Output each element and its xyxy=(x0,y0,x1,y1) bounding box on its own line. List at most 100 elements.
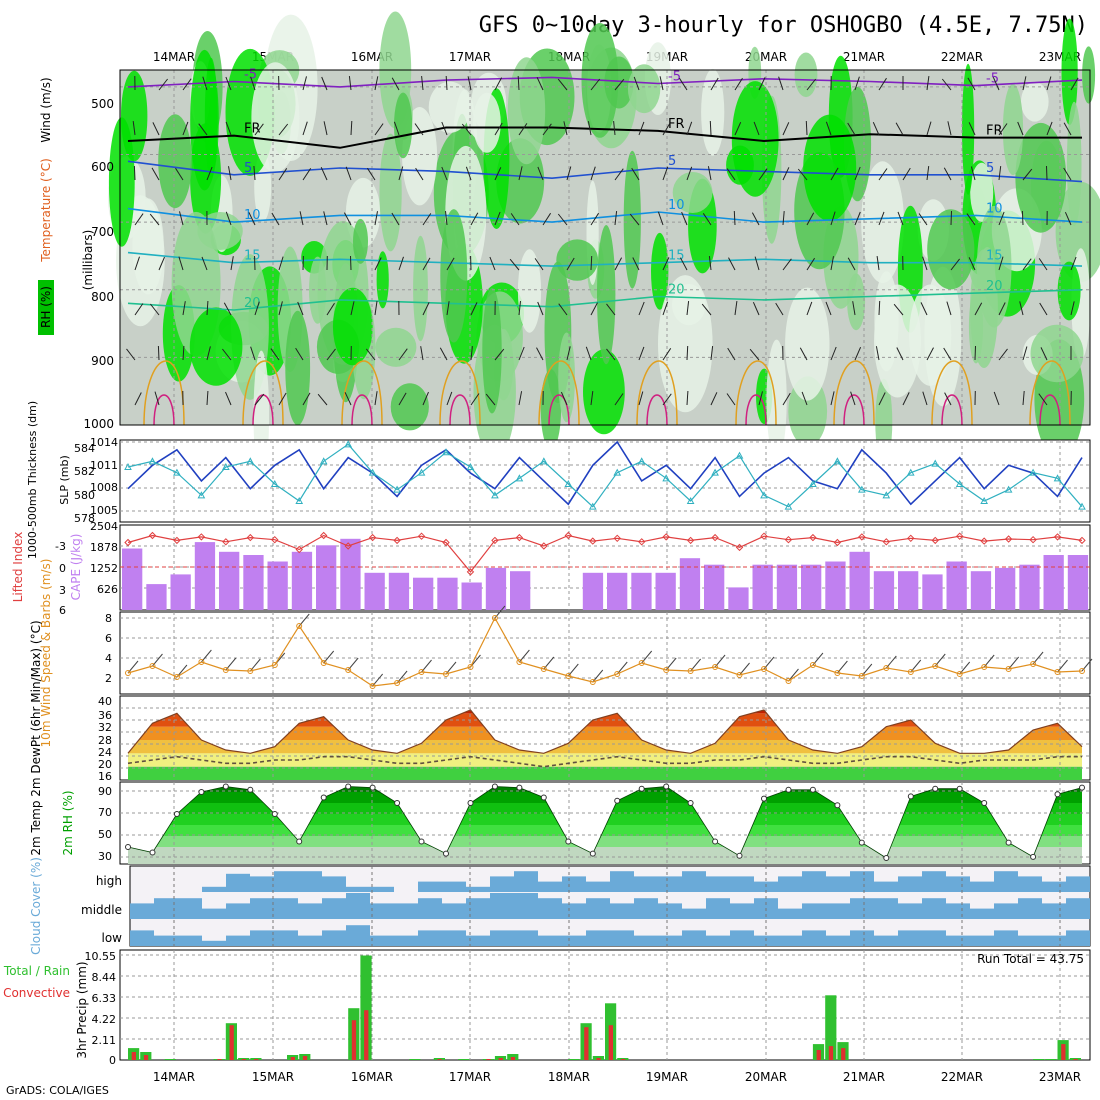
wind-barb xyxy=(343,212,352,226)
temp-line xyxy=(127,709,1083,754)
wind-barb xyxy=(414,123,424,136)
warm-contour xyxy=(1029,360,1071,426)
cloud-bar xyxy=(250,930,274,946)
wind-barb xyxy=(202,76,208,91)
wind-barb xyxy=(709,120,712,136)
rh-cell xyxy=(204,57,218,178)
li-tick: -3 xyxy=(55,540,66,553)
li-point xyxy=(491,536,499,545)
rh-cell xyxy=(927,209,975,290)
temp-tick: 16 xyxy=(98,770,112,783)
cape-bar xyxy=(316,545,337,610)
wind-barb xyxy=(922,391,928,406)
temp2m-panel: 16 20 24 28 32 36 40 2m Temp 2m DewPt (6… xyxy=(29,620,1091,856)
wind-barb xyxy=(632,257,640,271)
thickness-point xyxy=(124,462,132,470)
wind-barb xyxy=(422,257,431,271)
wind-barb xyxy=(662,301,669,316)
wind-barb xyxy=(686,345,689,361)
precip-convective-bar xyxy=(143,1055,149,1060)
thickness-point xyxy=(735,451,744,459)
temp2m-series xyxy=(127,709,1083,768)
wind-barb xyxy=(926,347,934,361)
temp-tick: 36 xyxy=(98,709,112,722)
thickness-point xyxy=(270,479,279,487)
cloud-bar xyxy=(178,898,202,919)
cloud-bar xyxy=(562,876,586,892)
wind10m-point xyxy=(663,667,670,673)
rh-cell xyxy=(556,239,599,281)
wind-barb xyxy=(398,166,404,181)
top-date-label: 21MAR xyxy=(843,50,885,64)
wind-barb xyxy=(320,166,328,181)
wind-barb xyxy=(638,346,645,361)
wind-barb xyxy=(182,78,192,91)
wind-barb xyxy=(254,301,260,316)
wind-barb xyxy=(278,256,284,271)
cloud-bar xyxy=(442,930,466,946)
cloud-bar xyxy=(730,903,754,919)
cloud-bar xyxy=(298,935,322,946)
li-point xyxy=(271,535,279,544)
cloud-bar xyxy=(1066,876,1090,892)
rh-point xyxy=(761,795,767,802)
thickness-point xyxy=(442,448,450,456)
wind-barb xyxy=(254,393,265,406)
thickness-point xyxy=(686,496,695,504)
rh-point xyxy=(247,786,254,793)
cape-bar xyxy=(170,574,191,610)
cloud-bars xyxy=(130,866,1090,946)
precip-tick: 6.33 xyxy=(92,992,117,1005)
thickness-point xyxy=(295,496,304,504)
wind-barb xyxy=(393,121,400,136)
cloud-bar xyxy=(802,903,826,919)
wind-barb xyxy=(614,257,623,271)
wind10m-point xyxy=(491,615,498,621)
top-date-label: 22MAR xyxy=(941,50,983,64)
wind-barb xyxy=(782,258,792,271)
wind-barb xyxy=(734,77,743,91)
li-point xyxy=(711,533,719,542)
rh-cell xyxy=(507,57,546,165)
wind-barb xyxy=(943,167,952,181)
wind-barb xyxy=(158,256,165,271)
rh-point xyxy=(345,783,352,790)
cape-bar xyxy=(437,577,458,610)
wind-barb xyxy=(465,166,472,181)
thickness-point xyxy=(1004,485,1013,493)
cape-bar xyxy=(776,564,798,610)
rh-cell xyxy=(473,92,501,153)
wind-barb xyxy=(1063,167,1072,181)
wind-barb xyxy=(152,122,160,136)
isotherm-label: 10 xyxy=(668,198,685,213)
thickness-point xyxy=(222,462,230,470)
cloud-bar xyxy=(154,935,178,946)
isotherm-label: 20 xyxy=(244,296,261,311)
li-point xyxy=(124,538,132,547)
wind-barb xyxy=(350,301,355,316)
wind-barbs xyxy=(126,75,1079,406)
wind10m-point xyxy=(565,673,572,679)
cape-bar xyxy=(752,564,773,610)
cloud-bar xyxy=(898,876,922,892)
wind-barb xyxy=(374,391,378,406)
cape-bar xyxy=(461,582,482,610)
rh-point xyxy=(1079,784,1085,791)
thickness-point xyxy=(588,502,597,510)
li-tick: 0 xyxy=(59,562,66,575)
rh-tick: 70 xyxy=(98,806,112,819)
bottom-date-axis: 14MAR 15MAR 16MAR 17MAR 18MAR 19MAR 20MA… xyxy=(153,1070,1081,1084)
rh-cell xyxy=(731,81,779,197)
rh-point xyxy=(785,786,792,793)
pressure-tick: 500 xyxy=(91,97,114,111)
wind-barb xyxy=(518,123,528,136)
cape-bar xyxy=(122,548,143,610)
wind-barb xyxy=(271,212,280,226)
rh-point xyxy=(956,785,963,792)
cape-bar xyxy=(146,584,167,610)
wind-barb xyxy=(878,168,888,181)
wind-barb xyxy=(854,166,861,181)
cloud-bar xyxy=(322,876,346,892)
wind-barb xyxy=(728,257,736,271)
